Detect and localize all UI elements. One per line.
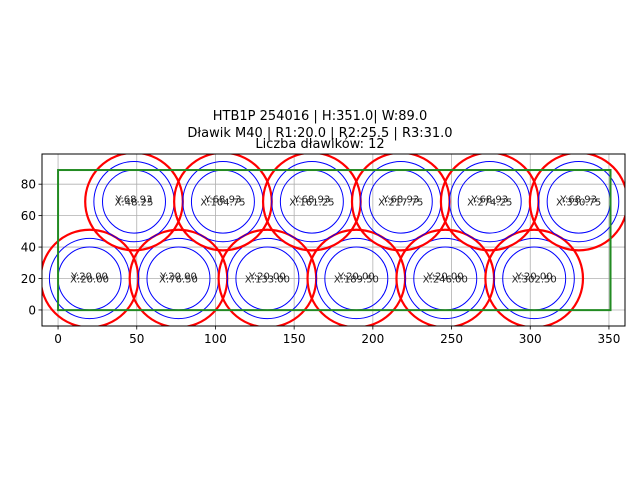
- center-y-label: Y:68.93: [381, 195, 419, 206]
- housing-rectangle: [57, 169, 612, 312]
- x-tick-label: 350: [597, 332, 620, 346]
- y-tick-label: 20: [21, 272, 36, 286]
- plot-area: Y:20.00X:20.00 Y:20.00X:76.50 Y:20.00X:133…: [42, 154, 625, 326]
- center-y-label: Y:68.93: [559, 195, 597, 206]
- center-y-label: Y:68.93: [470, 195, 508, 206]
- y-tick-label: 60: [21, 209, 36, 223]
- outer-circle-r3: [528, 154, 625, 252]
- center-x-label: X:246.00: [423, 275, 468, 286]
- axis-ticks: 0 50 100 150 200 250 300 350 0 20 40 60 80: [21, 178, 621, 346]
- y-tick-label: 80: [21, 178, 36, 192]
- center-y-label: Y:68.93: [204, 195, 242, 206]
- chart-title-line-2: Dławik M40 | R1:20.0 | R2:25.5 | R3:31.0: [187, 126, 453, 141]
- center-x-label: X:20.00: [70, 275, 109, 286]
- center-y-label: Y:68.93: [115, 195, 153, 206]
- x-tick-label: 0: [54, 332, 62, 346]
- center-x-label: X:274.25: [467, 198, 512, 209]
- y-tick-label: 40: [21, 241, 36, 255]
- center-x-label: X:76.50: [159, 275, 198, 286]
- center-x-label: X:330.75: [556, 198, 601, 209]
- center-x-label: X:189.50: [334, 275, 379, 286]
- center-x-label: X:133.00: [245, 275, 290, 286]
- x-tick-label: 50: [129, 332, 144, 346]
- middle-circle-r2: [493, 237, 575, 320]
- center-y-label: Y:20.00: [159, 272, 197, 283]
- center-y-label: Y:20.00: [515, 272, 553, 283]
- axes-frame: [41, 153, 626, 327]
- chart-title-line-3: Liczba dławików: 12: [255, 137, 385, 152]
- x-tick-label: 200: [361, 332, 384, 346]
- center-x-label: X:48.25: [115, 198, 154, 209]
- center-x-label: X:161.25: [289, 198, 334, 209]
- x-tick-label: 300: [519, 332, 542, 346]
- x-tick-label: 150: [283, 332, 306, 346]
- center-y-label: Y:20.00: [337, 272, 375, 283]
- x-tick-label: 100: [204, 332, 227, 346]
- middle-circle-r2: [538, 160, 620, 243]
- outer-circle-r3: [484, 228, 585, 326]
- center-x-label: X:302.50: [512, 275, 557, 286]
- center-y-label: Y:20.00: [70, 272, 108, 283]
- center-x-label: X:217.75: [378, 198, 423, 209]
- center-y-label: Y:20.00: [248, 272, 286, 283]
- y-tick-label: 0: [28, 303, 36, 317]
- center-y-label: Y:20.00: [426, 272, 464, 283]
- center-y-label: Y:68.93: [292, 195, 330, 206]
- center-x-label: X:104.75: [200, 198, 245, 209]
- chart-title-line-1: HTB1P 254016 | H:351.0| W:89.0: [212, 109, 428, 124]
- x-tick-label: 250: [440, 332, 463, 346]
